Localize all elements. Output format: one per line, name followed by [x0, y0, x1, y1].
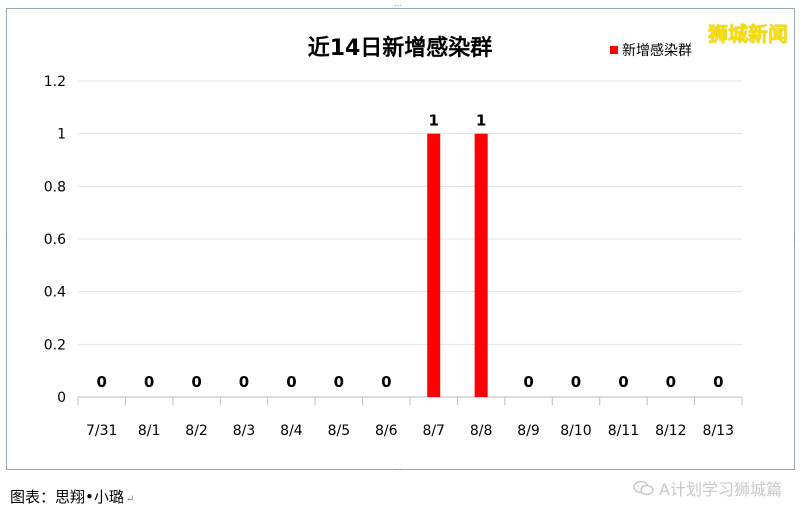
- return-mark: ↵: [125, 494, 135, 505]
- x-tick-label: 8/3: [233, 423, 256, 439]
- bar: [474, 133, 488, 397]
- data-label: 0: [381, 373, 391, 391]
- resize-handle-bottom[interactable]: ⋯: [394, 465, 402, 474]
- data-label: 0: [96, 373, 106, 391]
- data-label: 1: [428, 112, 438, 130]
- caption-text: 图表：思翔•小璐: [10, 488, 124, 506]
- x-tick-label: 7/31: [86, 423, 117, 439]
- x-tick-label: 8/7: [422, 423, 445, 439]
- data-label: 0: [334, 373, 344, 391]
- bar: [427, 133, 441, 397]
- y-tick-label: 0: [57, 390, 66, 406]
- x-tick-label: 8/1: [138, 423, 161, 439]
- chart-title: 近14日新增感染群: [307, 36, 493, 61]
- resize-handle-right[interactable]: ⋯: [790, 234, 799, 242]
- data-label: 0: [144, 373, 154, 391]
- x-tick-label: 8/12: [655, 423, 686, 439]
- resize-handle-top[interactable]: ⋯: [394, 1, 402, 10]
- x-tick-label: 8/5: [328, 423, 351, 439]
- data-label: 0: [618, 373, 628, 391]
- footer-caption: 图表：思翔•小璐 ↵: [10, 486, 134, 507]
- data-label: 0: [523, 373, 533, 391]
- x-tick-label: 8/9: [517, 423, 540, 439]
- data-label: 0: [191, 373, 201, 391]
- wechat-icon: [633, 480, 655, 496]
- legend-label: 新增感染群: [622, 43, 692, 59]
- legend-swatch: [610, 46, 618, 54]
- data-label: 0: [286, 373, 296, 391]
- y-tick-label: 0.4: [44, 285, 66, 301]
- data-label: 0: [713, 373, 723, 391]
- x-tick-label: 8/13: [703, 423, 734, 439]
- data-label: 0: [571, 373, 581, 391]
- y-tick-label: 0.8: [44, 179, 66, 195]
- resize-handle-left[interactable]: ⋯: [2, 234, 11, 242]
- x-tick-label: 8/11: [608, 423, 639, 439]
- data-label: 0: [239, 373, 249, 391]
- x-tick-label: 8/10: [560, 423, 591, 439]
- y-tick-label: 0.6: [44, 232, 66, 248]
- y-tick-label: 0.2: [44, 337, 66, 353]
- x-tick-label: 8/6: [375, 423, 398, 439]
- source-text: A计划学习狮城篇: [659, 480, 782, 499]
- source-credit: A计划学习狮城篇: [633, 476, 782, 500]
- x-tick-label: 8/4: [280, 423, 303, 439]
- y-tick-label: 1.2: [44, 74, 66, 90]
- x-tick-label: 8/2: [185, 423, 208, 439]
- y-tick-label: 1: [57, 127, 66, 143]
- data-label: 1: [476, 112, 486, 130]
- legend: 新增感染群: [610, 40, 692, 60]
- watermark-logo: 狮城新闻: [708, 22, 788, 46]
- data-label: 0: [666, 373, 676, 391]
- x-tick-label: 8/8: [470, 423, 493, 439]
